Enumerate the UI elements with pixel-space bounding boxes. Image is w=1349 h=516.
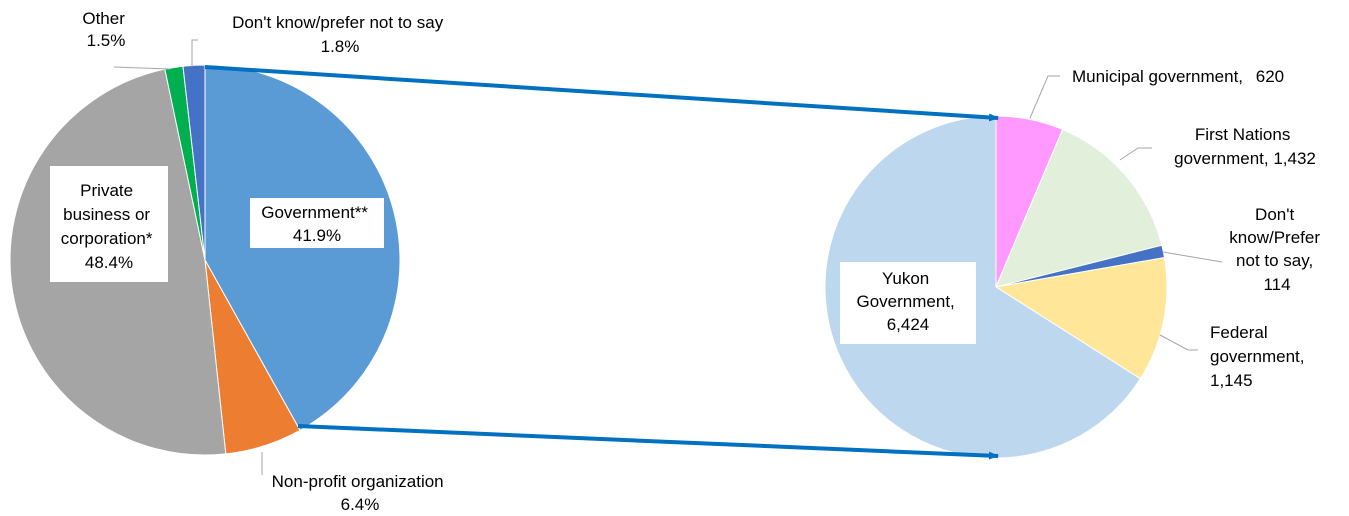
leader-lines <box>113 39 1223 475</box>
label-other: Other 1.5% <box>82 9 129 50</box>
label-dontknow-right: Don't know/Prefer not to say, 114 <box>1229 205 1324 294</box>
label-federal: Federal government, 1,145 <box>1210 323 1309 390</box>
label-box-private <box>50 166 168 282</box>
leader-dontknow-right <box>1162 251 1223 263</box>
left-slice-don-t-know-prefer-not-to-say <box>182 64 206 261</box>
leader-dontknow-left <box>191 39 198 67</box>
label-private: Private business or corporation* 48.4% <box>61 181 157 272</box>
leader-municipal <box>1029 75 1060 119</box>
label-government: Government** 41.9% <box>261 203 373 245</box>
leader-federal <box>1159 334 1198 351</box>
connector-arrow-bottom <box>297 424 999 460</box>
leader-other <box>113 66 171 70</box>
label-box-government <box>250 198 384 248</box>
right-pie <box>824 115 1168 459</box>
leader-firstnations <box>1119 147 1152 161</box>
label-municipal: Municipal government, 620 <box>1072 67 1284 86</box>
label-dontknow-left: Don't know/prefer not to say 1.8% <box>232 13 448 56</box>
label-box-yukon <box>840 262 976 344</box>
right-slice-first-nations-government <box>995 128 1163 288</box>
label-nonprofit: Non-profit organization 6.4% <box>272 472 449 514</box>
label-firstnations: First Nations government, 1,432 <box>1174 125 1316 168</box>
right-slice-yukon-government <box>824 115 1142 459</box>
label-yukon: Yukon Government, 6,424 <box>857 269 960 334</box>
connector-arrow-top <box>204 65 999 122</box>
right-slice-federal-government <box>994 257 1168 380</box>
